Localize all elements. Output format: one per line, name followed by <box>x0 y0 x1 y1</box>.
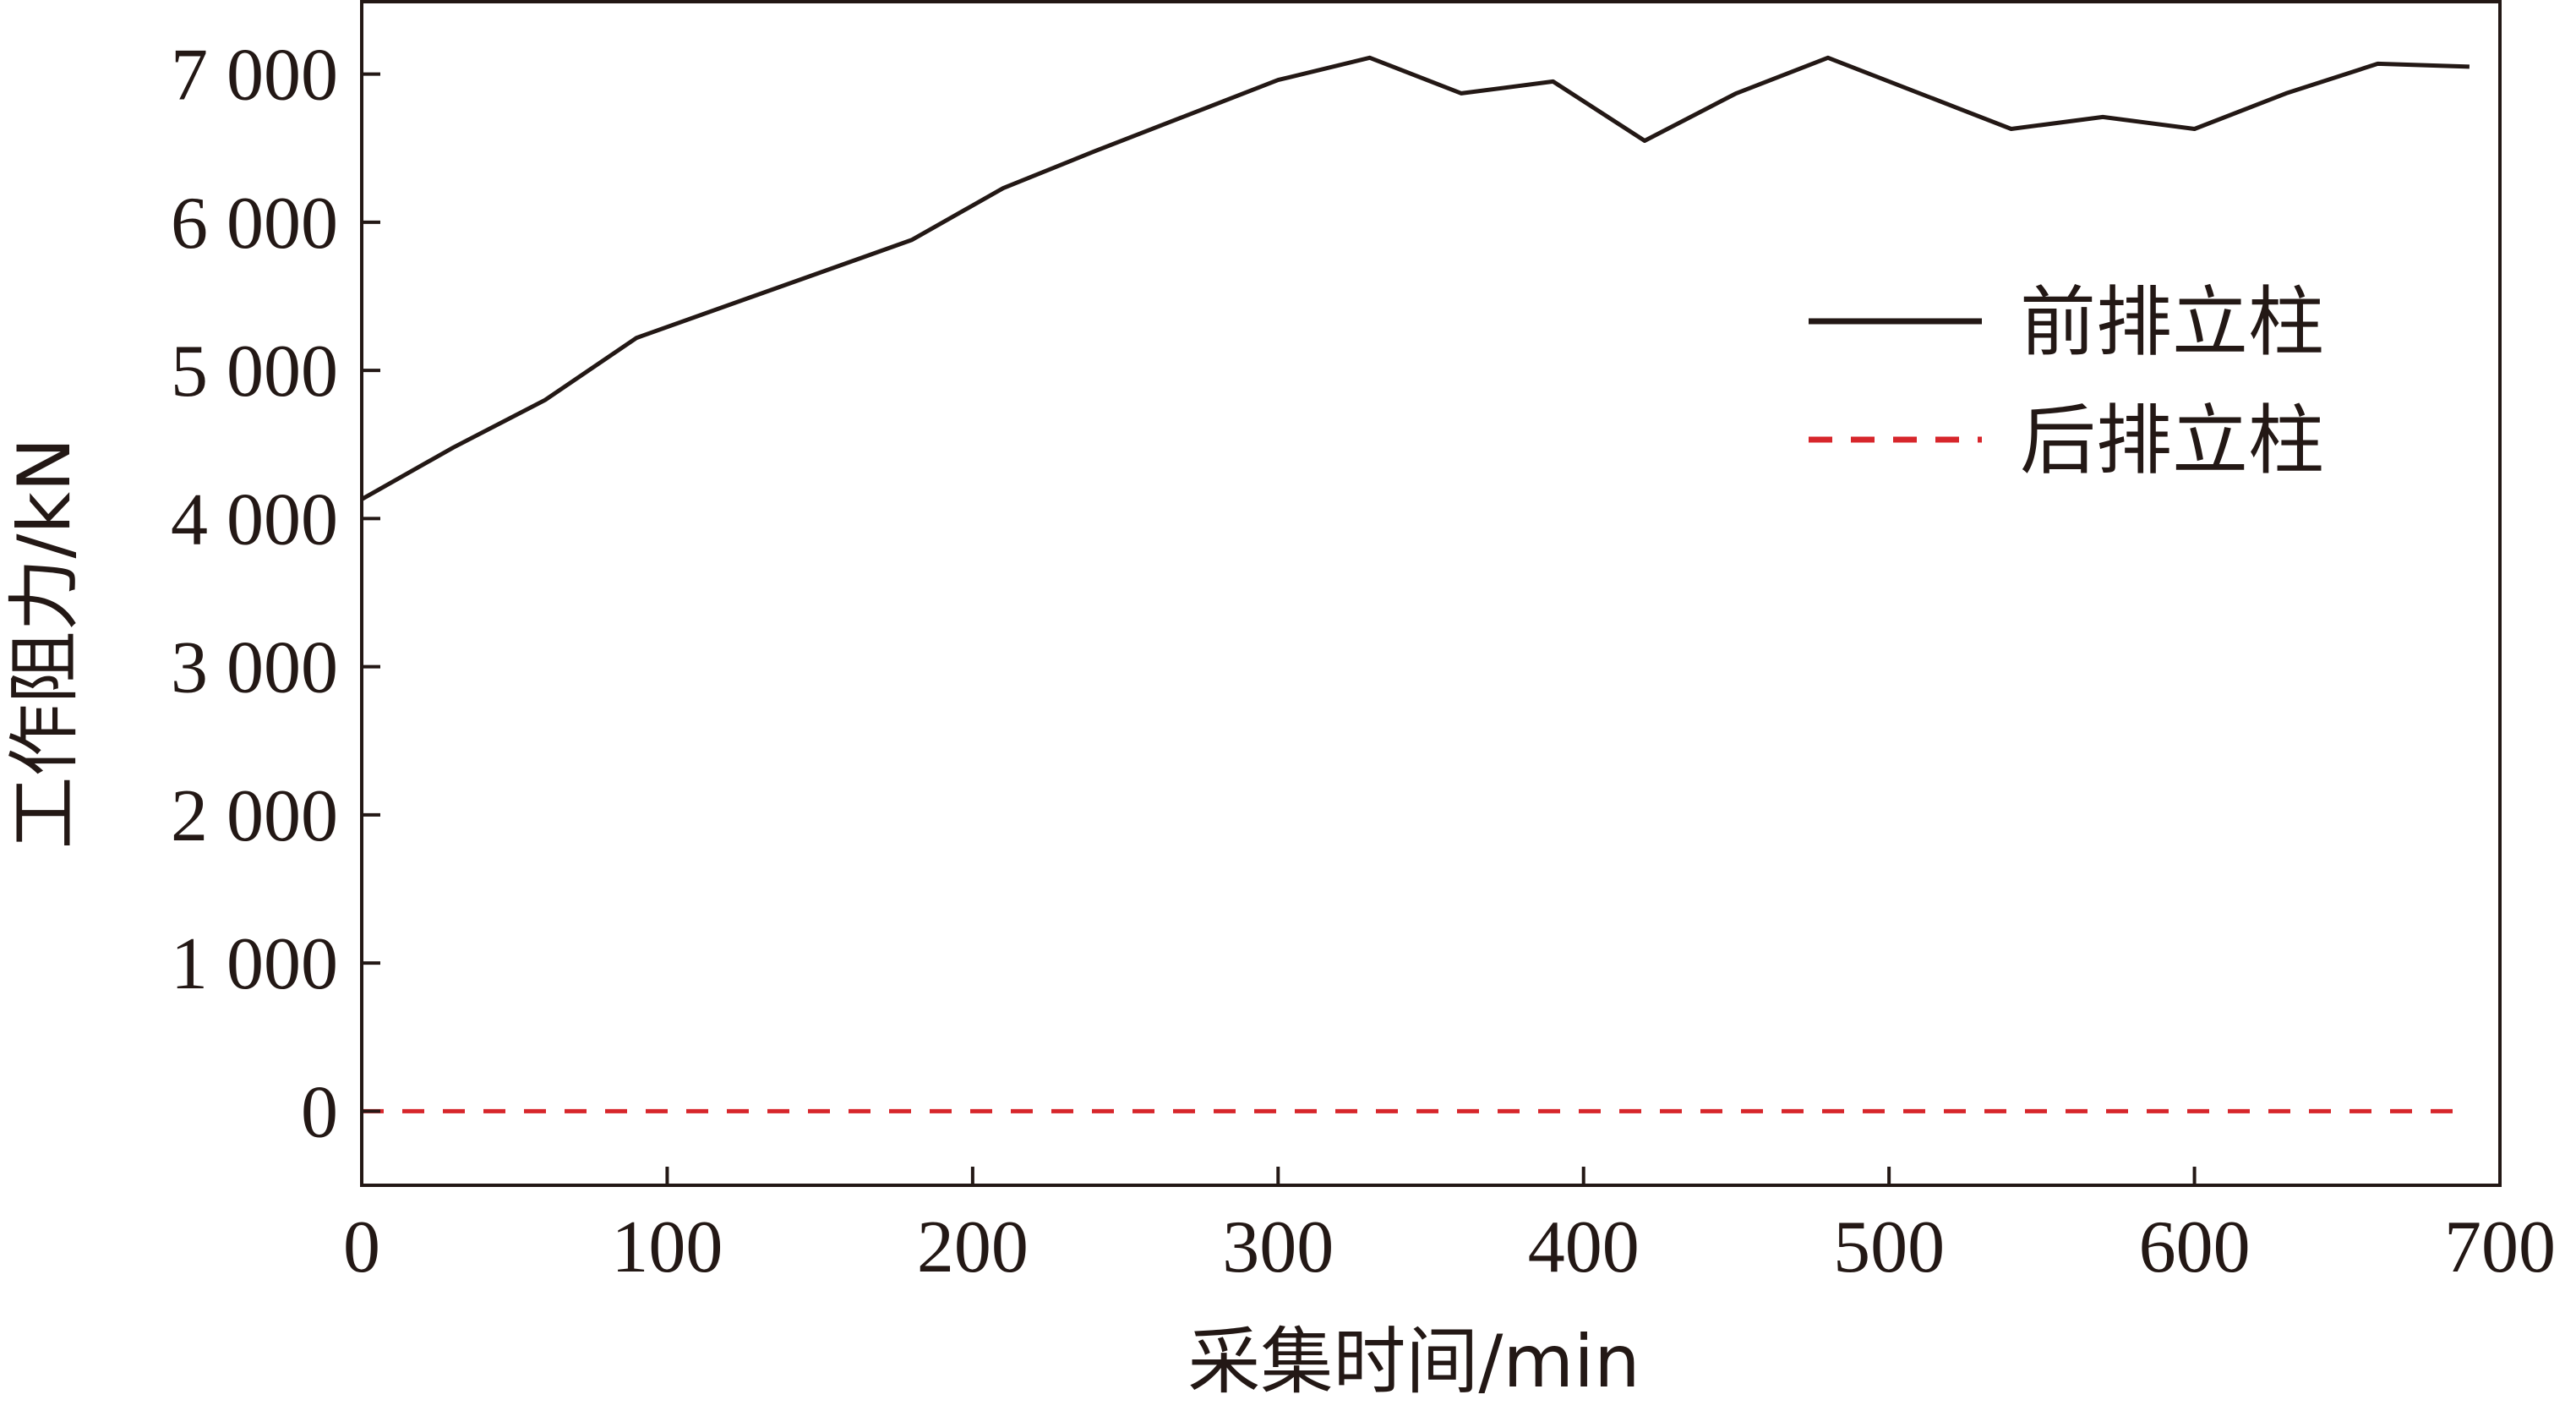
x-axis-title: 采集时间/min <box>1187 1320 1640 1404</box>
series-layer <box>360 55 2470 1113</box>
y-tick-label: 6 000 <box>171 183 338 265</box>
legend-label-front-row: 前排立柱 <box>2020 278 2324 367</box>
plot-frame <box>360 0 2502 1187</box>
y-tick-label: 4 000 <box>171 479 338 561</box>
x-tick-label: 500 <box>1833 1206 1945 1288</box>
y-tick-label: 2 000 <box>171 775 338 857</box>
y-axis-ticks: 0 1 000 2 000 3 000 4 000 5 000 6 000 7 000 <box>171 35 380 1153</box>
x-tick-label: 200 <box>917 1206 1029 1288</box>
y-tick-label: 1 000 <box>171 923 338 1005</box>
legend-label-rear-row: 后排立柱 <box>2020 397 2324 485</box>
x-tick-label: 300 <box>1222 1206 1334 1288</box>
y-tick-label: 3 000 <box>171 627 338 709</box>
x-tick-label: 400 <box>1528 1206 1640 1288</box>
series-line-front-row <box>360 55 2470 501</box>
x-tick-label: 100 <box>611 1206 723 1288</box>
y-tick-label: 7 000 <box>171 35 338 117</box>
x-tick-label: 700 <box>2444 1206 2556 1288</box>
x-axis-ticks: 0 100 200 300 400 500 600 700 <box>343 1167 2556 1288</box>
x-tick-label: 600 <box>2139 1206 2251 1288</box>
y-tick-label: 0 <box>301 1071 338 1153</box>
legend: 前排立柱 后排立柱 <box>1809 278 2324 485</box>
y-tick-label: 5 000 <box>171 331 338 413</box>
x-tick-label: 0 <box>343 1206 380 1288</box>
y-axis-title: 工作阻力/kN <box>3 437 87 849</box>
